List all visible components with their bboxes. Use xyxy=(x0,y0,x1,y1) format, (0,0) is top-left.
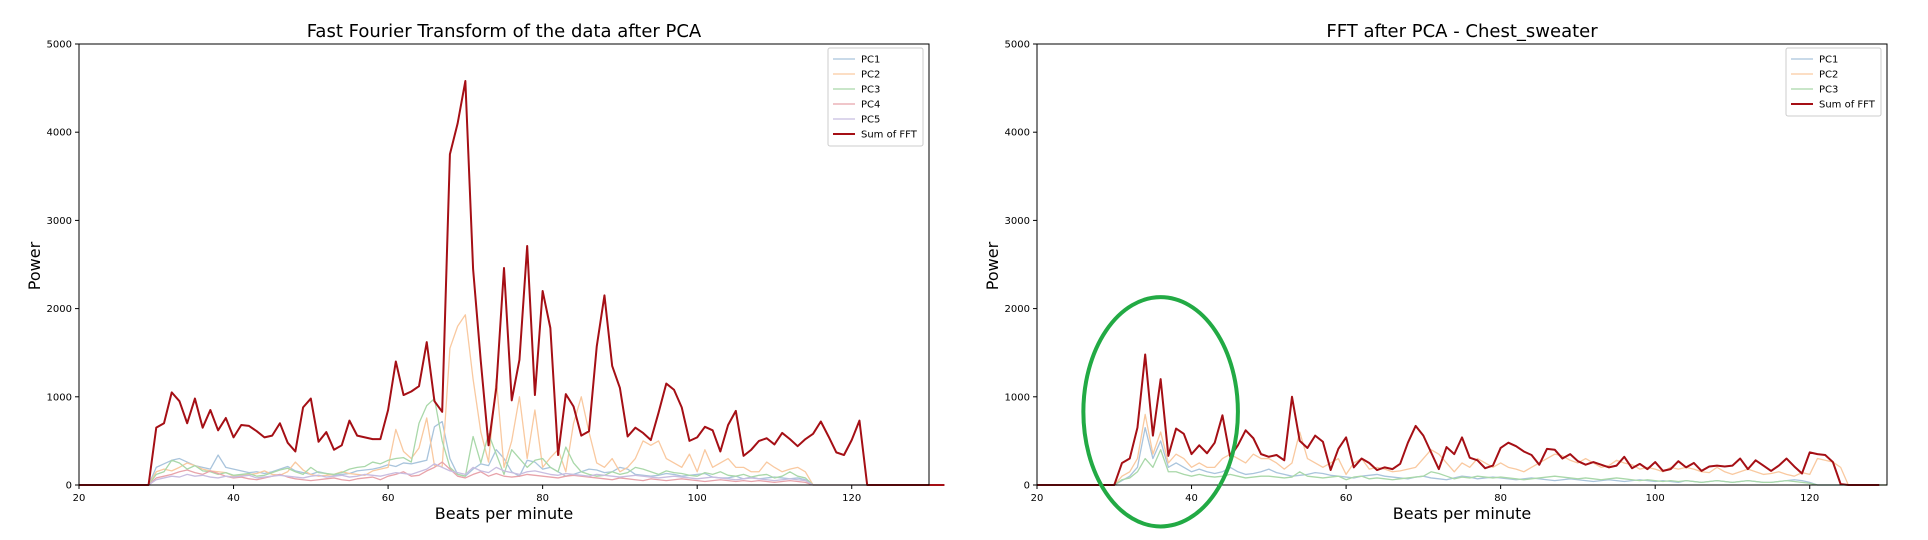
y-tick-label: 3000 xyxy=(1005,216,1030,227)
x-tick-label: 80 xyxy=(1494,493,1507,504)
chart-fft-chest-sweater: FFT after PCA - Chest_sweater Beats per … xyxy=(983,21,1888,529)
series-line-sum-of-fft xyxy=(1037,353,1880,486)
legend-label: PC2 xyxy=(1819,70,1838,81)
series-line-pc5 xyxy=(79,463,929,486)
legend-box xyxy=(827,47,924,147)
x-tick-label: 60 xyxy=(382,493,395,504)
y-axis-label: Power xyxy=(25,241,44,290)
y-tick-label: 2000 xyxy=(47,304,72,315)
series-line-pc1 xyxy=(1037,427,1887,486)
annotation-ellipse xyxy=(1081,295,1240,529)
y-axis-label: Power xyxy=(983,241,1002,290)
series-line-pc2 xyxy=(1037,413,1887,486)
x-tick-label: 80 xyxy=(536,493,549,504)
plot-area: 20 40 60 80 100 120 0 1000 2000 3000 4000 5000 PC1 PC… xyxy=(1005,40,1888,529)
x-tick-label: 20 xyxy=(73,493,86,504)
legend-label: PC1 xyxy=(861,55,880,66)
x-tick-label: 120 xyxy=(842,493,861,504)
y-tick-label: 1000 xyxy=(47,392,72,403)
legend-label: Sum of FFT xyxy=(1819,100,1876,111)
y-tick-label: 4000 xyxy=(1005,128,1030,139)
x-tick-label: 60 xyxy=(1340,493,1353,504)
series-line-pc2 xyxy=(79,314,929,486)
y-tick-label: 4000 xyxy=(47,128,72,139)
series-line-pc1 xyxy=(79,420,929,486)
series-line-pc4 xyxy=(79,461,929,486)
y-tick-label: 1000 xyxy=(1005,392,1030,403)
legend-label: PC5 xyxy=(861,115,880,126)
x-tick-label: 120 xyxy=(1800,493,1819,504)
x-tick-label: 20 xyxy=(1031,493,1044,504)
legend-label: PC1 xyxy=(1819,55,1838,66)
y-tick-label: 5000 xyxy=(1005,40,1030,51)
y-tick-label: 5000 xyxy=(47,40,72,51)
axes-frame xyxy=(1036,43,1888,486)
chart-fft-pca: Fast Fourier Transform of the data after… xyxy=(25,21,945,523)
y-tick-label: 3000 xyxy=(47,216,72,227)
legend-label: PC3 xyxy=(861,85,880,96)
y-tick-label: 2000 xyxy=(1005,304,1030,315)
x-tick-label: 40 xyxy=(1185,493,1198,504)
legend-label: PC2 xyxy=(861,70,880,81)
legend-box xyxy=(1785,47,1882,117)
legend-label: Sum of FFT xyxy=(861,130,918,141)
x-axis-label: Beats per minute xyxy=(1393,504,1531,523)
y-tick-label: 0 xyxy=(66,481,72,492)
chart-title: FFT after PCA - Chest_sweater xyxy=(1326,21,1598,42)
legend-label: PC3 xyxy=(1819,85,1838,96)
x-axis-label: Beats per minute xyxy=(435,504,573,523)
series-line-sum-of-fft xyxy=(79,80,945,486)
x-tick-label: 100 xyxy=(688,493,707,504)
chart-title: Fast Fourier Transform of the data after… xyxy=(307,21,702,42)
plot-area: 20 40 60 80 100 120 0 1000 2000 3000 4000 5000 PC1 PC… xyxy=(47,40,945,504)
axes-frame xyxy=(78,43,930,486)
y-tick-label: 0 xyxy=(1024,481,1030,492)
x-tick-label: 100 xyxy=(1646,493,1665,504)
x-tick-label: 40 xyxy=(227,493,240,504)
legend-label: PC4 xyxy=(861,100,880,111)
series-line-pc3 xyxy=(1037,449,1887,486)
